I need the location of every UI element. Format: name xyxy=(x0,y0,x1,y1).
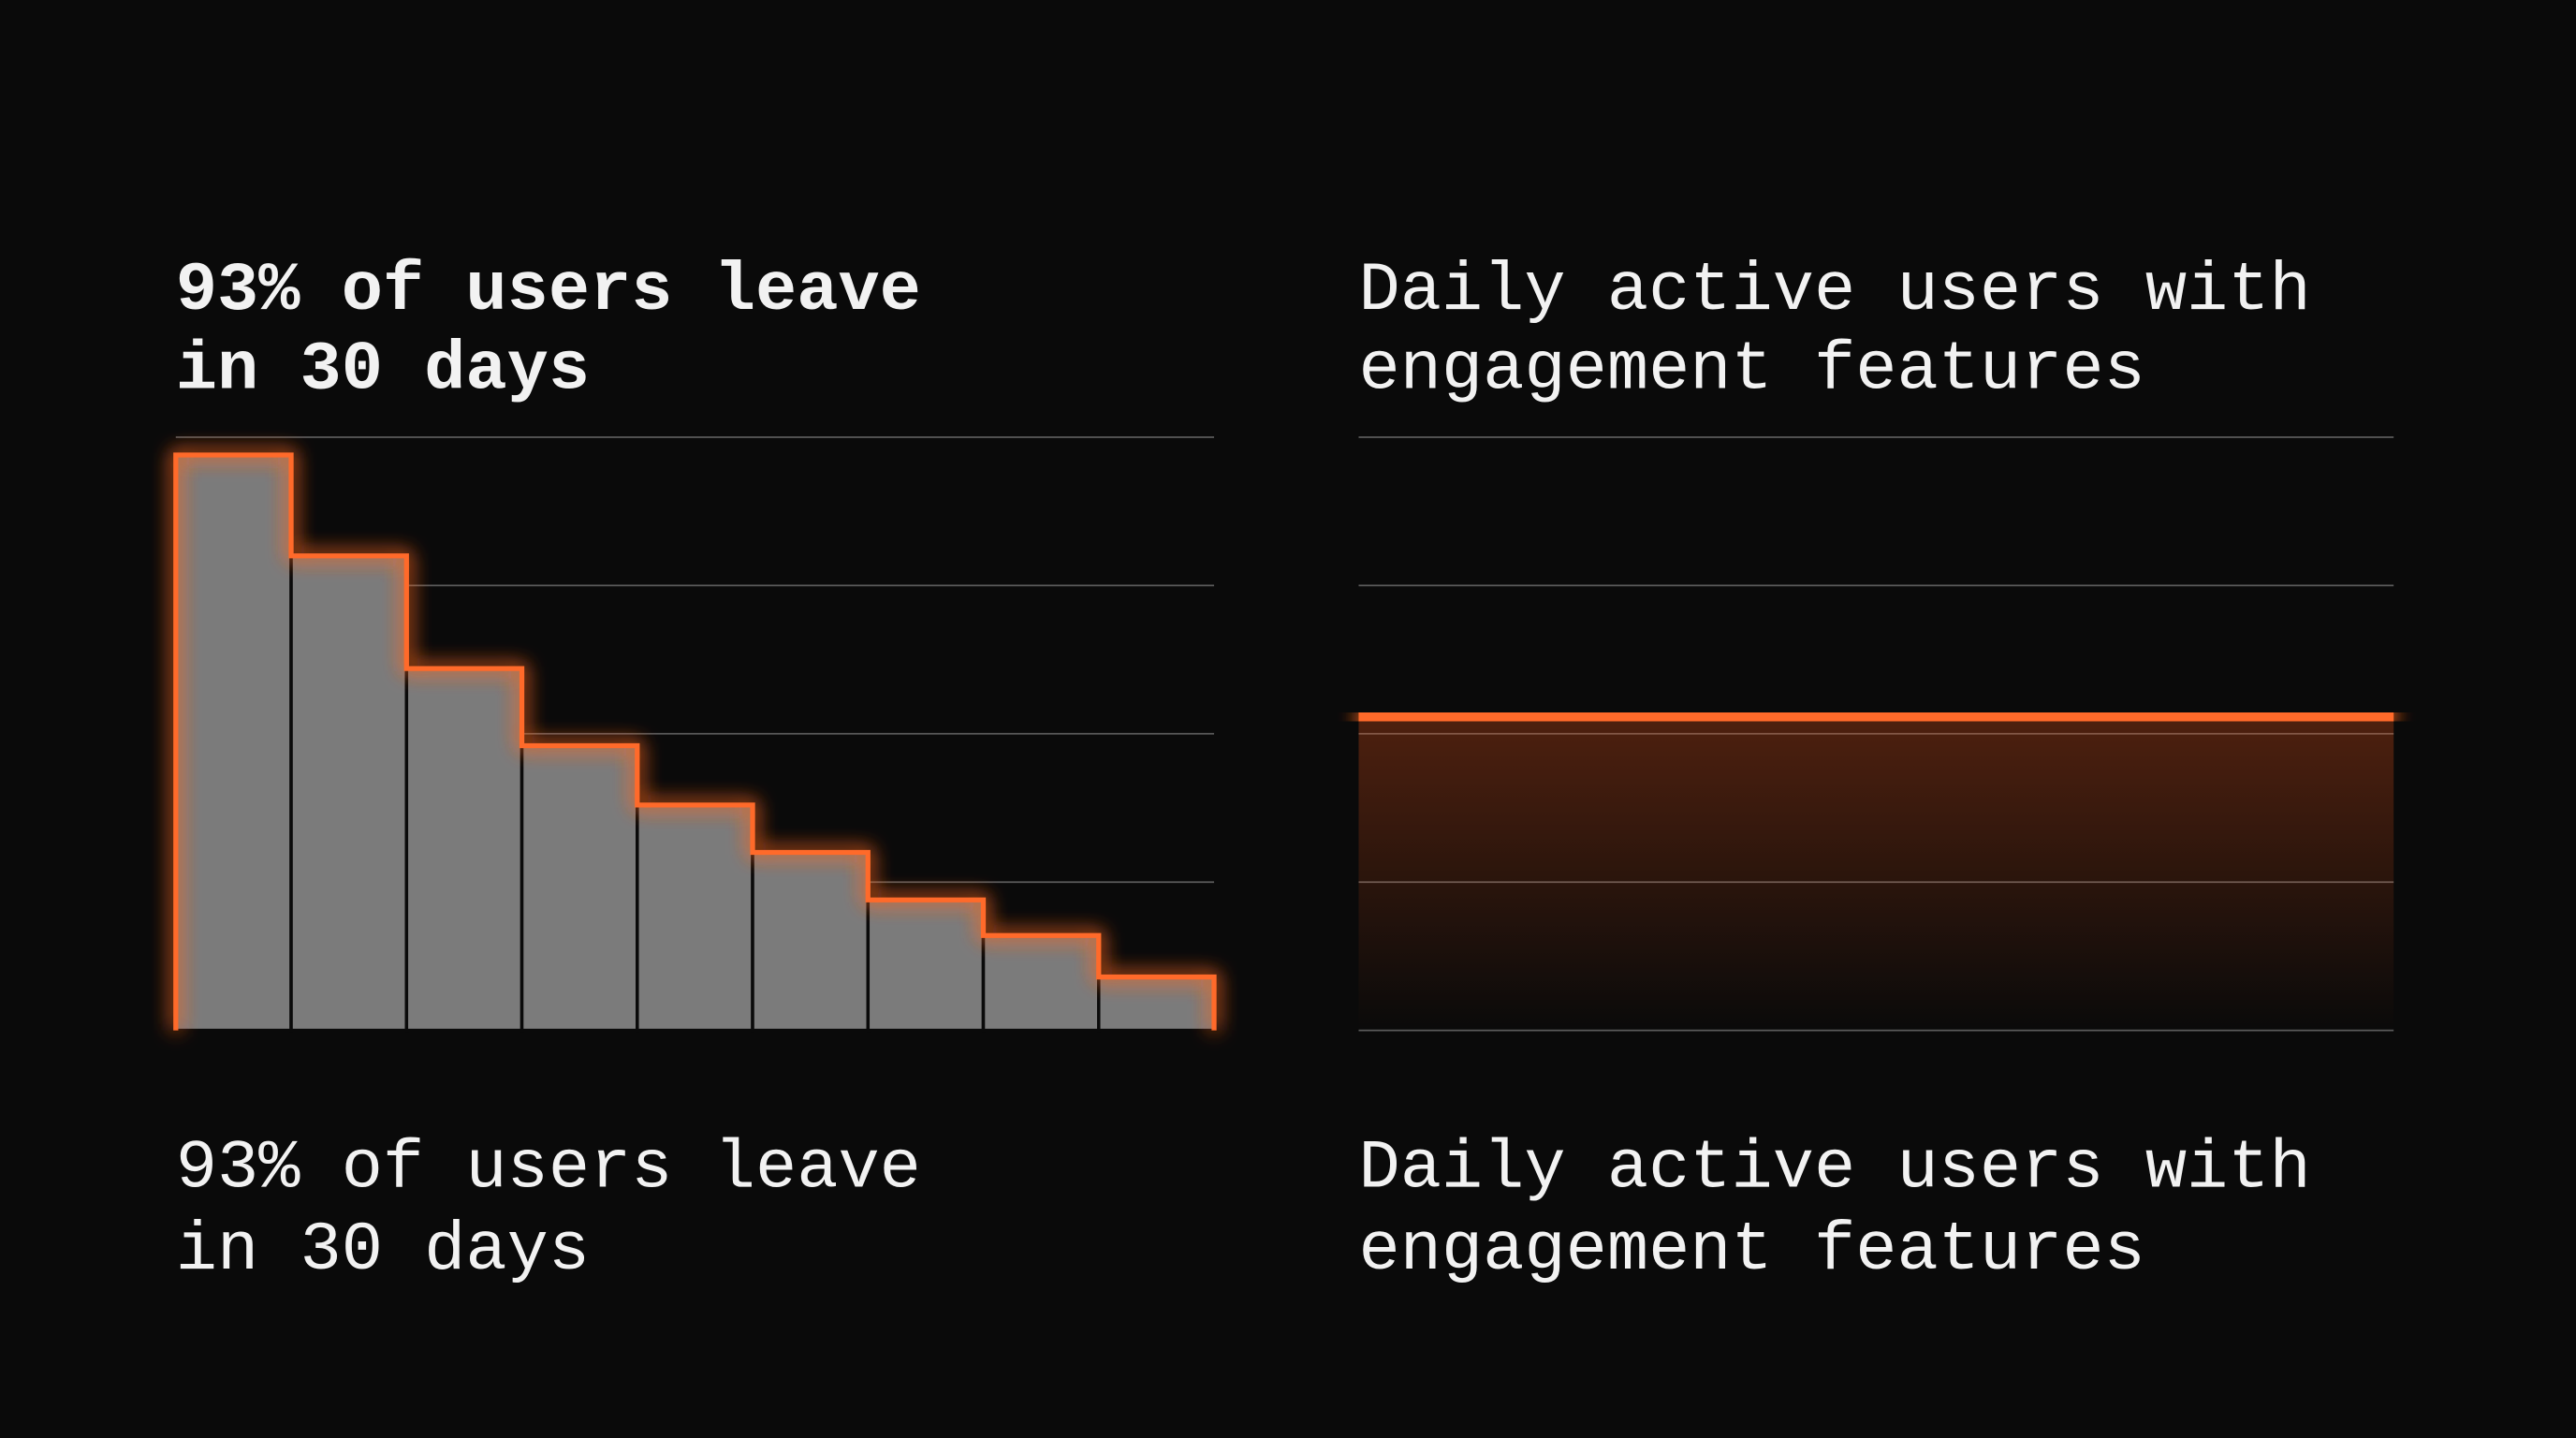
chart-title: 93% of users leave xyxy=(176,253,921,330)
chart-caption: 93% of users leave xyxy=(176,1130,921,1208)
bar-outline xyxy=(173,452,1217,1031)
bar xyxy=(636,803,754,1033)
bar xyxy=(404,667,524,1033)
bar xyxy=(289,553,409,1033)
bar xyxy=(174,453,293,1033)
line-glow-area xyxy=(1358,714,2394,1031)
bar xyxy=(751,850,871,1033)
line xyxy=(1358,708,2394,726)
chart-title: in 30 days xyxy=(176,331,590,409)
bar xyxy=(1097,975,1216,1033)
chart-title: Daily active users with xyxy=(1358,253,2310,330)
bar xyxy=(520,743,639,1033)
bar xyxy=(866,898,986,1033)
chart-caption: Daily active users with xyxy=(1358,1130,2310,1208)
chart-caption: engagement features xyxy=(1358,1212,2144,1290)
chart-caption: in 30 days xyxy=(176,1212,590,1290)
bar xyxy=(981,933,1101,1033)
chart-title: engagement features xyxy=(1358,331,2144,409)
